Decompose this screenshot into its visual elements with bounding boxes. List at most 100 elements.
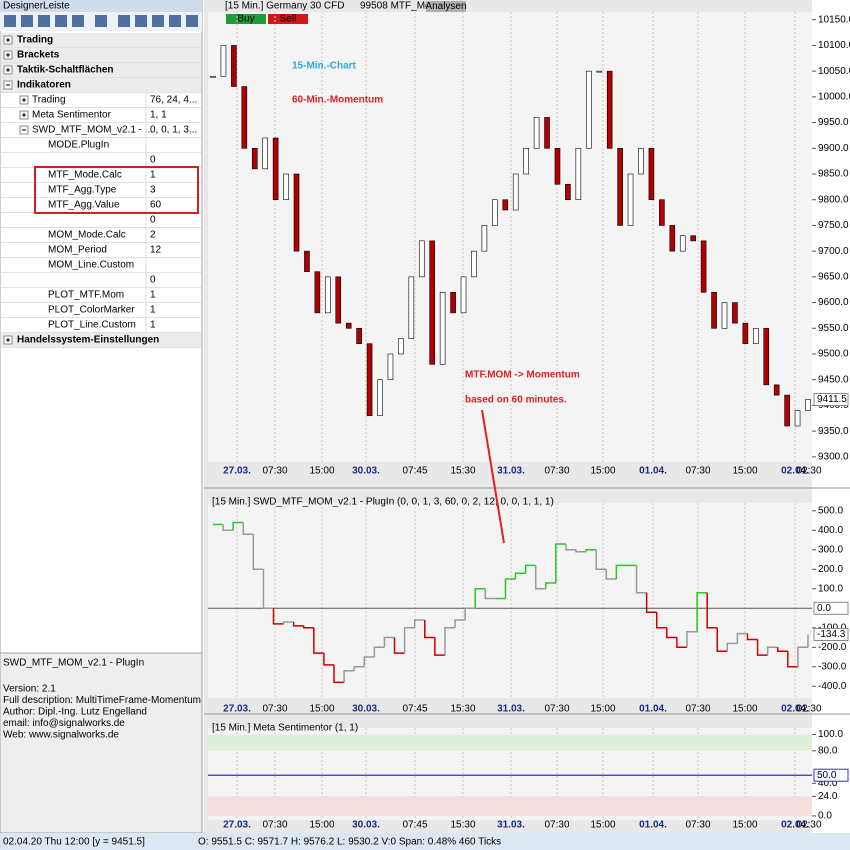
tool-icon[interactable] [72,15,84,27]
tree-label[interactable]: PLOT_MTF.Mom [48,290,124,301]
tree-value: 0 [150,155,156,166]
momentum-step [595,549,607,571]
buy-button[interactable] [226,14,266,24]
momentum-step [545,582,556,589]
candle-body [356,327,362,345]
x-tick-label: 07:30 [262,820,287,831]
tree-label[interactable]: MOM_Line.Custom [48,260,134,271]
x-tick-label: 01.04. [639,820,667,831]
momentum-step [706,592,718,629]
candle-body [523,147,529,175]
highlight-box [34,166,199,214]
candle-body [805,399,811,411]
momentum-step [635,565,647,594]
sell-button[interactable] [268,14,308,24]
x-tick-label: 02:30 [796,704,821,715]
momentum-step [696,591,708,632]
plots: 27.03. 07:30 15:00 30.03. 07:45 15:30 31.03. 07… [208,12,850,831]
x-tick-label: 15:30 [450,820,475,831]
candle-body [700,240,707,293]
y-tick-label: -300.0 [818,661,847,672]
tree-value: 2 [150,230,156,241]
value-marker-label: 50.0 [817,770,837,781]
tool-icon[interactable] [135,15,147,27]
momentum-step [666,627,677,639]
tool-icon[interactable] [95,15,107,27]
candle-body [627,173,634,226]
candle-body [481,225,488,252]
tree-value: 1 [150,290,156,301]
x-tick-label: 07:30 [544,820,569,831]
tool-icon[interactable] [55,15,67,27]
value-marker [813,393,849,407]
tool-icon[interactable] [4,15,16,27]
momentum-step [252,534,264,571]
candle-body [314,271,321,314]
candle-body [283,173,289,201]
tree-label[interactable]: Indikatoren [17,80,71,91]
y-axis-area [812,0,850,833]
tree-label[interactable]: PLOT_ColorMarker [48,305,135,316]
x-tick-label: 30.03. [352,820,380,831]
x-tick-label: 02.04. [781,466,809,477]
candle-body [606,70,613,149]
tree-label[interactable]: Brackets [17,50,60,61]
tree-label[interactable]: Trading [32,95,66,106]
momentum-step [242,522,254,535]
candle-body [554,147,561,185]
candle-body [387,353,394,381]
tree-label[interactable]: Trading [17,35,53,46]
momentum-step [474,588,486,609]
candle-body [753,327,759,345]
x-tick-label: 15:30 [450,466,475,477]
y-tick-label: -100.0 [818,622,847,633]
tree-label[interactable]: MTF_Agg.Value [48,200,120,211]
tree-label[interactable]: Meta Sentimentor [32,110,112,121]
tree-label[interactable]: MTF_Mode.Calc [48,170,122,181]
tree-label[interactable]: MODE.PlugIn [48,140,109,151]
tree-label[interactable]: MTF_Agg.Type [48,185,117,196]
momentum-step [776,647,788,652]
tool-icon[interactable] [21,15,33,27]
tool-icon[interactable] [169,15,181,27]
candle-body [429,240,436,365]
y-tick-label: 10000.0 [818,91,850,102]
y-tick-label: -400.0 [818,681,847,692]
y-tick-label: 500.0 [818,505,843,516]
tree-value: 1, 1 [150,110,167,121]
momentum-step [484,588,496,600]
tool-icon[interactable] [118,15,130,27]
momentum-step [232,521,244,531]
candle-body [711,291,717,329]
momentum-plot [208,503,812,698]
tree-label[interactable]: MOM_Period [48,245,107,256]
x-tick-label: 07:30 [685,704,710,715]
tree-label[interactable]: PLOT_Line.Custom [48,320,136,331]
x-tick-label: 15:00 [732,704,757,715]
tree-label[interactable]: MOM_Mode.Calc [48,230,126,241]
tree-value: 1 [150,305,156,316]
status-left: 02.04.20 Thu 12:00 [y = 9451.5] [3,837,145,848]
x-tick-label: 07:45 [402,820,427,831]
tree-label[interactable]: Handelssystem-Einstellungen [17,335,159,346]
y-tick-label: 9900.0 [818,143,849,154]
y-tick-label: 100.0 [818,729,843,740]
x-tick-label: 15:00 [732,466,757,477]
momentum-step [373,646,385,658]
candle-body [272,137,279,201]
tool-icon[interactable] [186,15,198,27]
candle-body [763,327,770,386]
x-tick-label: 02:30 [796,820,821,831]
tree-row-bg [1,63,201,77]
analysis-button[interactable] [426,1,466,12]
candle-body [502,199,509,211]
y-tick-label: 9450.0 [818,374,849,385]
momentum-step [555,543,566,583]
tool-icon[interactable] [152,15,164,27]
tree-label[interactable]: Taktik-Schaltflächen [17,65,114,76]
tree-label[interactable]: SWD_MTF_MOM_v2.1 - ... [32,125,153,136]
tool-icon[interactable] [38,15,50,27]
candle-body [659,199,665,226]
